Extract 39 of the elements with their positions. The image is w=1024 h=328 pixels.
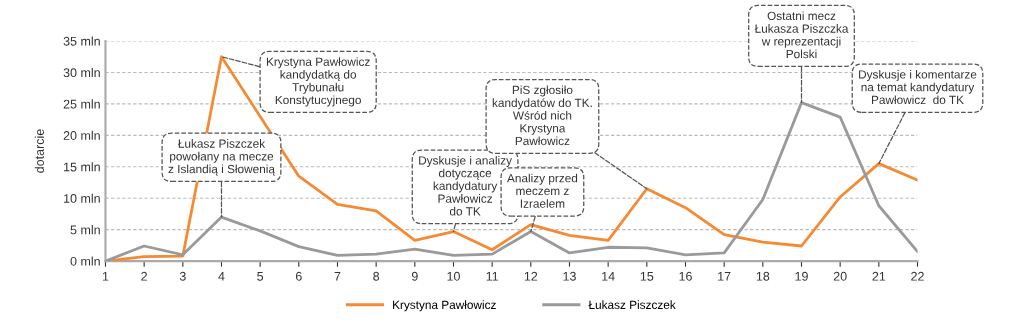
x-tick-label: 4 [218,271,225,281]
y-axis-title: dotarcie [34,129,44,173]
x-tick-label: 22 [911,271,924,281]
x-tick-label: 6 [295,271,302,281]
y-tick-label: 15 mln [64,162,100,172]
y-tick-label: 0 mln [70,256,100,266]
x-tick-label: 8 [373,271,380,281]
annotation: Analizy przed meczem z Izraelem [507,173,578,208]
y-tick-label: 5 mln [70,225,100,235]
x-tick-label: 15 [640,271,654,281]
annotation: Łukasz Piszczek powołany na mecze z Islandią i Słowenią [168,139,275,176]
x-tick-label: 19 [795,271,808,281]
x-tick-label: 13 [563,271,576,281]
annotation: Krystyna Pawłowicz kandydatką do Trybunału Konstytucyjnego [266,57,370,107]
y-tick-label: 25 mln [63,99,100,109]
annotation: PiS zgłosiło kandydatów do TK. Wśród nich Krystyna Pawłowicz [492,85,592,146]
x-tick-label: 17 [718,271,731,281]
x-tick-label: 1 [102,271,109,281]
y-tick-label: 10 mln [64,193,100,203]
x-tick-label: 3 [179,271,186,281]
x-tick-label: 11 [486,271,499,281]
y-tick-label: 35 mln [63,36,100,46]
x-tick-label: 5 [257,271,264,281]
x-tick-label: 18 [756,271,770,281]
x-tick-label: 12 [524,271,538,281]
annotation: Ostatni mecz Łukasza Piszczka w reprezentacji Polski [754,11,849,59]
x-tick-label: 16 [679,271,692,281]
annotation: Dyskusje i komentarze na temat kandydatury Pawłowicz do TK [859,69,977,105]
y-tick-label: 30 mln [63,67,100,78]
x-tick-label: 20 [833,271,847,281]
x-tick-label: 10 [447,271,460,281]
x-tick-label: 21 [872,271,886,281]
x-tick-label: 14 [602,271,615,281]
legend-label: Krystyna Pawłowicz [393,300,496,312]
legend-label: Łukasz Piszczek [588,300,676,309]
x-tick-label: 9 [411,271,418,281]
x-tick-label: 2 [141,271,147,281]
y-tick-label: 20 mln [63,130,100,140]
x-tick-label: 7 [334,271,341,281]
